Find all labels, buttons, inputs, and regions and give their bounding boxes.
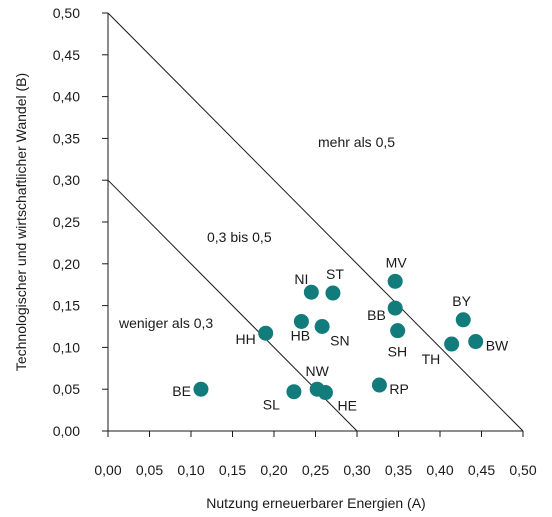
reference-line-1 xyxy=(107,12,524,432)
point-label-th: TH xyxy=(422,351,441,367)
data-point-be xyxy=(193,381,209,397)
y-tick-label: 0,30 xyxy=(53,172,80,188)
point-label-nw: NW xyxy=(305,363,329,379)
data-point-by xyxy=(455,312,471,328)
point-label-mv: MV xyxy=(386,254,408,270)
point-label-ni: NI xyxy=(294,271,308,287)
x-tick-label: 0,50 xyxy=(509,462,536,478)
data-point-mv xyxy=(387,273,403,289)
y-tick-label: 0,10 xyxy=(53,339,80,355)
x-tick-label: 0,20 xyxy=(260,462,287,478)
x-axis-title: Nutzung erneuerbarer Energien (A) xyxy=(206,495,425,511)
data-point-st xyxy=(325,285,341,301)
y-tick-label: 0,05 xyxy=(53,381,80,397)
y-tick-label: 0,15 xyxy=(53,298,80,314)
region-label-mid: 0,3 bis 0,5 xyxy=(207,229,272,245)
point-label-bw: BW xyxy=(486,338,509,354)
x-tick-label: 0,35 xyxy=(385,462,412,478)
y-axis-ticks: 0,00 0,05 0,10 0,15 0,20 0,25 0,30 0,35 0,40 0,45… xyxy=(53,5,108,439)
y-tick-label: 0,40 xyxy=(53,89,80,105)
y-tick-label: 0,20 xyxy=(53,256,80,272)
x-tick-label: 0,45 xyxy=(468,462,495,478)
x-axis-ticks: 0,00 0,05 0,10 0,15 0,20 0,25 0,30 0,35 0,40 0,45… xyxy=(94,431,537,478)
data-points xyxy=(193,273,484,401)
region-label-high: mehr als 0,5 xyxy=(318,134,395,150)
y-axis-title: Technologischer und wirtschaftlicher Wan… xyxy=(13,73,29,371)
point-label-sl: SL xyxy=(263,397,280,413)
point-label-he: HE xyxy=(337,398,356,414)
point-label-rp: RP xyxy=(389,381,408,397)
y-tick-label: 0,25 xyxy=(53,214,80,230)
data-point-hh xyxy=(258,325,274,341)
data-point-he xyxy=(317,385,333,401)
point-label-bb: BB xyxy=(367,307,386,323)
x-tick-label: 0,25 xyxy=(302,462,329,478)
data-point-rp xyxy=(371,377,387,393)
x-tick-label: 0,30 xyxy=(343,462,370,478)
data-point-bb xyxy=(387,300,403,316)
region-label-low: weniger als 0,3 xyxy=(118,315,213,331)
data-point-ni xyxy=(303,284,319,300)
y-tick-label: 0,35 xyxy=(53,130,80,146)
point-label-sh: SH xyxy=(388,344,407,360)
x-tick-label: 0,00 xyxy=(94,462,121,478)
point-label-hb: HB xyxy=(291,327,310,343)
x-tick-label: 0,05 xyxy=(136,462,163,478)
x-tick-label: 0,40 xyxy=(426,462,453,478)
y-tick-label: 0,50 xyxy=(53,5,80,21)
data-point-th xyxy=(444,336,460,352)
y-tick-label: 0,45 xyxy=(53,47,80,63)
data-point-bw xyxy=(468,334,484,350)
x-tick-label: 0,15 xyxy=(219,462,246,478)
x-tick-label: 0,10 xyxy=(177,462,204,478)
data-point-sl xyxy=(286,384,302,400)
data-point-sh xyxy=(390,323,406,339)
data-point-hb xyxy=(293,313,309,329)
point-label-hh: HH xyxy=(235,331,255,347)
y-tick-label: 0,00 xyxy=(53,423,80,439)
data-point-sn xyxy=(314,319,330,334)
point-label-sn: SN xyxy=(330,333,349,349)
point-label-by: BY xyxy=(452,293,471,309)
point-label-st: ST xyxy=(326,266,344,282)
point-label-be: BE xyxy=(172,383,191,399)
